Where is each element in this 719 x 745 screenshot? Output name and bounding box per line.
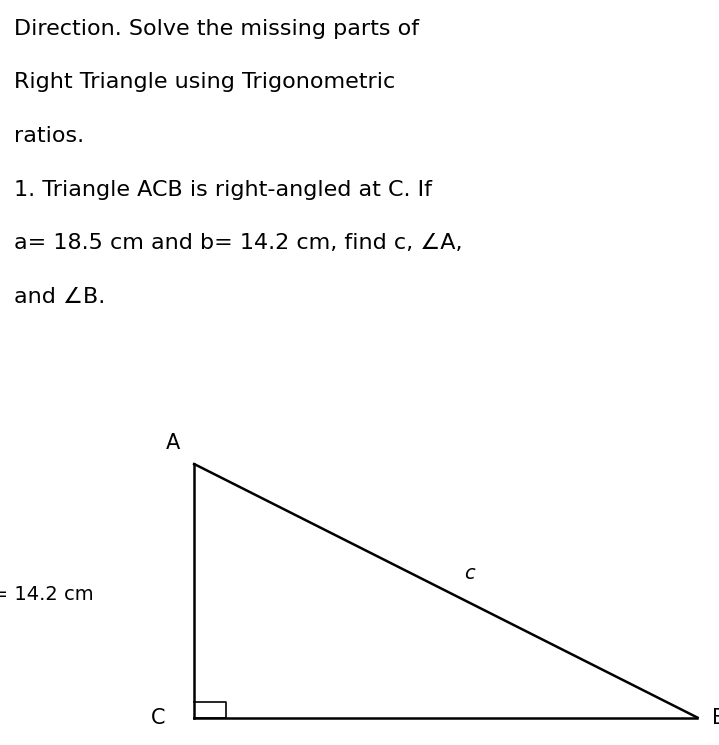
Text: 1. Triangle ACB is right-angled at C. If: 1. Triangle ACB is right-angled at C. If [14, 180, 432, 200]
Text: Right Triangle using Trigonometric: Right Triangle using Trigonometric [14, 72, 395, 92]
Text: ratios.: ratios. [14, 126, 85, 146]
Text: Direction. Solve the missing parts of: Direction. Solve the missing parts of [14, 19, 419, 39]
Text: A: A [165, 434, 180, 454]
Text: B: B [712, 708, 719, 728]
Text: b = 14.2 cm: b = 14.2 cm [0, 585, 93, 603]
Text: a= 18.5 cm and b= 14.2 cm, find c, ∠A,: a= 18.5 cm and b= 14.2 cm, find c, ∠A, [14, 233, 463, 253]
Text: c: c [464, 564, 475, 583]
Text: and ∠B.: and ∠B. [14, 287, 106, 307]
Text: C: C [151, 708, 165, 728]
